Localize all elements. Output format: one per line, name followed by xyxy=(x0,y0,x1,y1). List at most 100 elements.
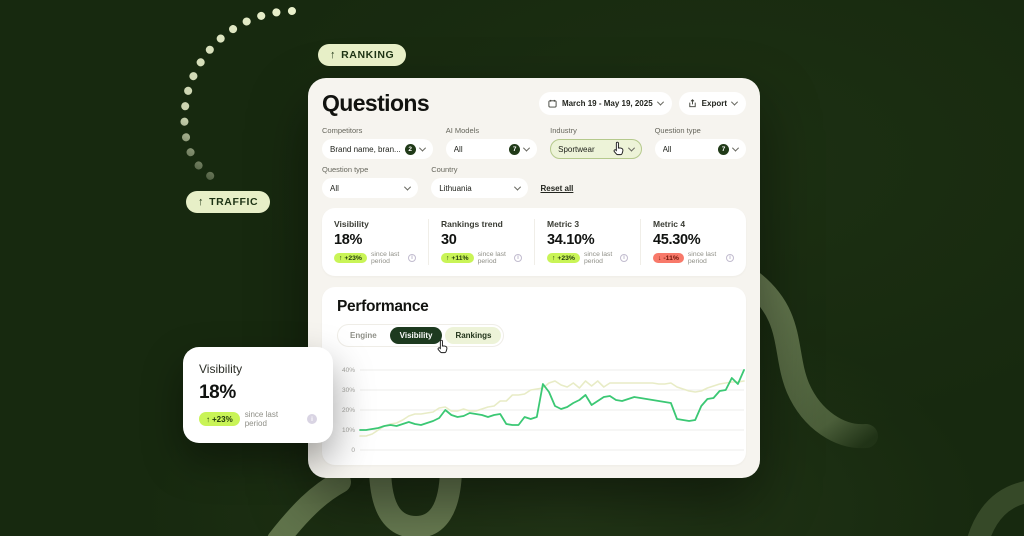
country-select[interactable]: Lithuania xyxy=(431,178,528,198)
header-controls: March 19 - May 19, 2025 Export xyxy=(538,91,746,115)
svg-text:20%: 20% xyxy=(342,407,355,414)
metric-label: Metric 3 xyxy=(547,219,580,229)
filter-label: Country xyxy=(431,165,458,174)
arrow-up-icon: ↑ xyxy=(446,254,450,262)
filter-label: Industry xyxy=(550,126,577,135)
chevron-down-icon xyxy=(627,144,635,152)
ribbon-right-s-curve xyxy=(740,270,878,449)
hand-cursor-industry xyxy=(613,141,624,156)
delta-value: -11% xyxy=(663,254,679,262)
delta-badge: ↑ +23% xyxy=(199,412,240,426)
chevron-down-icon xyxy=(731,144,740,152)
industry-select[interactable]: Sportwear xyxy=(550,139,642,159)
question-type-value: All xyxy=(330,183,339,193)
filter-label: Question type xyxy=(322,165,369,174)
arrow-up-icon: ↑ xyxy=(552,254,556,262)
metric-value: 45.30% xyxy=(653,232,701,248)
chevron-down-icon xyxy=(523,144,531,152)
since-label: since last period xyxy=(477,251,506,265)
metric-value: 18% xyxy=(334,232,363,248)
performance-chart: 40% 30% 20% 10% 0 xyxy=(330,353,745,462)
ribbon-u-curve xyxy=(369,469,462,536)
question-type-select-2[interactable]: All xyxy=(322,178,419,198)
since-label: since last period xyxy=(244,410,279,428)
delta-value: +11% xyxy=(451,254,469,262)
date-range-picker[interactable]: March 19 - May 19, 2025 xyxy=(538,91,672,115)
count-badge: 2 xyxy=(404,143,416,155)
chevron-down-icon xyxy=(656,98,664,106)
arrow-up-icon: ↑ xyxy=(206,414,210,424)
since-label: since last period xyxy=(687,251,717,265)
question-type-value: All xyxy=(662,144,672,154)
filter-label: Competitors xyxy=(322,126,363,135)
svg-text:30%: 30% xyxy=(342,387,355,394)
ribbon-bottom-right-arc xyxy=(967,481,1024,536)
traffic-badge: ↑ TRAFFIC xyxy=(186,191,271,213)
performance-card: Performance Engine Visibility Rankings 4… xyxy=(322,287,746,465)
tab-engine[interactable]: Engine xyxy=(350,331,377,340)
dashboard-panel: Questions March 19 - May 19, 2025 Export… xyxy=(308,78,760,478)
panel-header: Questions March 19 - May 19, 2025 Export xyxy=(322,90,746,116)
delta-badge: ↑ +11% xyxy=(441,253,474,263)
calendar-icon xyxy=(548,99,557,108)
tab-visibility[interactable]: Visibility xyxy=(389,327,443,344)
chevron-down-icon xyxy=(513,183,521,191)
filter-country: Country Lithuania xyxy=(431,165,528,198)
ai-models-select[interactable]: All 7 xyxy=(445,139,538,159)
filter-row-1: Competitors Brand name, bran... 2 AI Mod… xyxy=(322,126,746,159)
filter-label: AI Models xyxy=(445,126,480,135)
metric-3: Metric 3 34.10% ↑ +23% since last period … xyxy=(534,219,640,265)
competitors-select[interactable]: Brand name, bran... 2 xyxy=(322,139,433,159)
tab-rankings[interactable]: Rankings xyxy=(445,327,502,344)
metric-label: Metric 4 xyxy=(653,219,686,229)
hand-cursor-rankings xyxy=(437,339,448,354)
question-type-select-1[interactable]: All 7 xyxy=(654,139,746,159)
filter-industry: Industry Sportwear xyxy=(550,126,642,159)
count-badge: 7 xyxy=(509,143,521,155)
line-chart: 40% 30% 20% 10% 0 xyxy=(342,367,745,454)
chevron-down-icon xyxy=(418,144,426,152)
svg-text:10%: 10% xyxy=(342,427,355,434)
reset-all-link[interactable]: Reset all xyxy=(540,183,574,193)
metric-value: 30 xyxy=(441,232,457,248)
metric-label: Rankings trend xyxy=(441,219,503,229)
delta-badge: ↑ +23% xyxy=(334,253,367,263)
filter-question-type-2: Question type All xyxy=(322,165,419,198)
traffic-badge-label: TRAFFIC xyxy=(209,196,259,208)
since-label: since last period xyxy=(583,251,613,265)
info-icon[interactable]: i xyxy=(726,254,734,262)
delta-badge: ↓ -11% xyxy=(653,253,684,263)
export-button[interactable]: Export xyxy=(678,91,746,115)
filter-ai-models: AI Models All 7 xyxy=(445,126,538,159)
info-icon[interactable]: i xyxy=(408,254,416,262)
visibility-tooltip-card: Visibility 18% ↑ +23% since last period i xyxy=(183,347,333,443)
chevron-down-icon xyxy=(730,98,739,106)
delta-value: +23% xyxy=(344,254,362,262)
ribbon-left-diagonal xyxy=(267,471,351,536)
card-label: Visibility xyxy=(199,362,243,376)
industry-value: Sportwear xyxy=(558,144,595,154)
export-icon xyxy=(689,98,696,107)
arrow-up-icon: ↑ xyxy=(198,196,205,208)
metric-rankings-trend: Rankings trend 30 ↑ +11% since last perio… xyxy=(428,219,534,265)
metric-4: Metric 4 45.30% ↓ -11% since last period … xyxy=(640,219,746,265)
ranking-badge-label: RANKING xyxy=(341,49,395,61)
info-icon[interactable]: i xyxy=(620,254,628,262)
info-icon[interactable]: i xyxy=(307,414,317,424)
filter-question-type-1: Question type All 7 xyxy=(654,126,746,159)
count-badge: 7 xyxy=(718,143,729,155)
competitors-value: Brand name, bran... xyxy=(330,144,401,154)
dotted-arc xyxy=(180,7,296,181)
filter-label: Question type xyxy=(654,126,701,135)
delta-value: +23% xyxy=(557,254,575,262)
page-title: Questions xyxy=(322,89,430,116)
metrics-card: Visibility 18% ↑ +23% since last period i… xyxy=(322,208,746,276)
info-icon[interactable]: i xyxy=(514,254,522,262)
filter-row-2: Question type All Country Lithuania Rese… xyxy=(322,165,746,198)
performance-title: Performance xyxy=(337,298,429,315)
date-range-value: March 19 - May 19, 2025 xyxy=(561,98,653,108)
arrow-down-icon: ↓ xyxy=(658,254,662,262)
delta-value: +23% xyxy=(212,414,233,424)
